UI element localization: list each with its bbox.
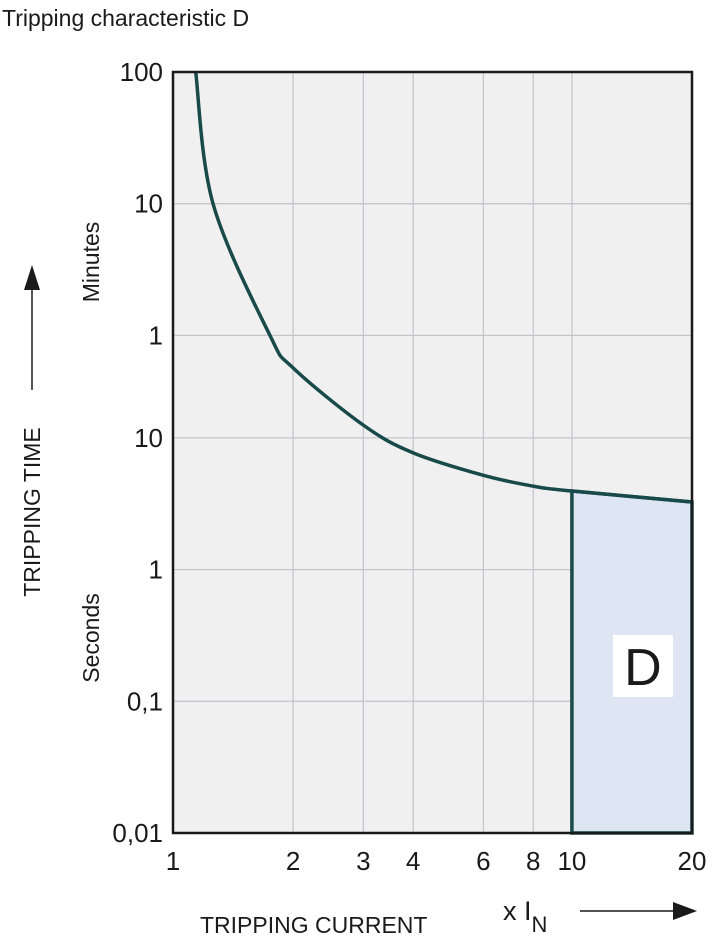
y-axis-arrow-head (24, 265, 40, 290)
y-tick-label: 1 (149, 320, 163, 350)
region-label: D (624, 639, 662, 697)
region-label-box (612, 635, 673, 697)
y-tick-label: 0,1 (127, 686, 163, 716)
y-tick-label: 10 (134, 189, 163, 219)
x-axis-label: TRIPPING CURRENT (200, 912, 427, 938)
x-unit-subscript: N (532, 912, 548, 937)
y-axis-label: TRIPPING TIME (19, 427, 45, 597)
x-tick-label: 4 (406, 846, 420, 876)
seconds-label: Seconds (78, 593, 104, 683)
x-tick-label: 1 (166, 846, 180, 876)
plot-border (171, 70, 694, 835)
tripping-curve (193, 71, 693, 504)
x-tick-label: 10 (557, 846, 586, 876)
y-tick-label: 0,01 (112, 818, 163, 848)
x-tick-label: 6 (476, 846, 490, 876)
x-tick-labels: 1 2 3 4 6 8 10 20 (166, 846, 707, 876)
minutes-label: Minutes (78, 222, 104, 303)
x-unit-label: x IN (503, 896, 547, 937)
chart-title: Tripping characteristic D (2, 5, 249, 31)
y-tick-labels: 100 10 1 10 1 0,1 0,01 (112, 57, 163, 848)
x-tick-label: 2 (286, 846, 300, 876)
x-tick-label: 3 (356, 846, 370, 876)
x-tick-label: 8 (526, 846, 540, 876)
x-tick-label: 20 (678, 846, 707, 876)
x-axis-arrow-head (673, 902, 697, 920)
y-tick-label: 100 (120, 57, 163, 87)
y-tick-label: 10 (134, 423, 163, 453)
y-tick-label: 1 (149, 555, 163, 585)
